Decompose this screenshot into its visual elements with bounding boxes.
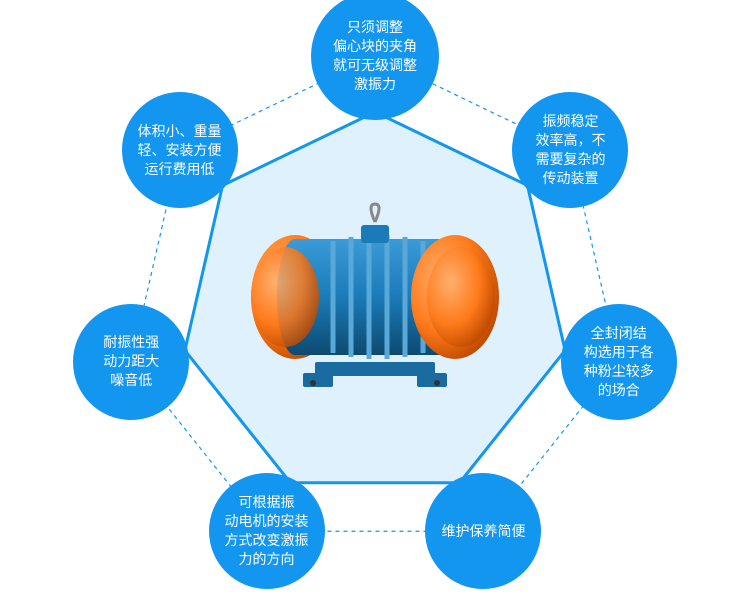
feature-node-3: 维护保养简便 (425, 473, 541, 589)
diagram-container: 只须调整偏心块的夹角就可无级调整激振力振频稳定效率高，不需要复杂的传动装置全封闭… (0, 0, 750, 613)
feature-node-label: 耐振性强动力距大噪音低 (95, 325, 167, 398)
motor-illustration (225, 197, 525, 417)
feature-node-1: 振频稳定效率高，不需要复杂的传动装置 (512, 92, 628, 208)
feature-node-5: 耐振性强动力距大噪音低 (73, 304, 189, 420)
feature-node-label: 维护保养简便 (433, 514, 533, 549)
feature-node-4: 可根据振动电机的安装方式改变激振力的方向 (209, 473, 325, 589)
feature-node-label: 只须调整偏心块的夹角就可无级调整激振力 (325, 10, 425, 102)
feature-node-6: 体积小、重量轻、安装方便运行费用低 (122, 92, 238, 208)
feature-node-label: 振频稳定效率高，不需要复杂的传动装置 (527, 104, 613, 196)
feature-node-label: 可根据振动电机的安装方式改变激振力的方向 (217, 485, 317, 577)
feature-node-label: 全封闭结构选用于各种粉尘较多的场合 (576, 316, 662, 408)
feature-node-2: 全封闭结构选用于各种粉尘较多的场合 (561, 304, 677, 420)
feature-node-label: 体积小、重量轻、安装方便运行费用低 (130, 114, 230, 187)
